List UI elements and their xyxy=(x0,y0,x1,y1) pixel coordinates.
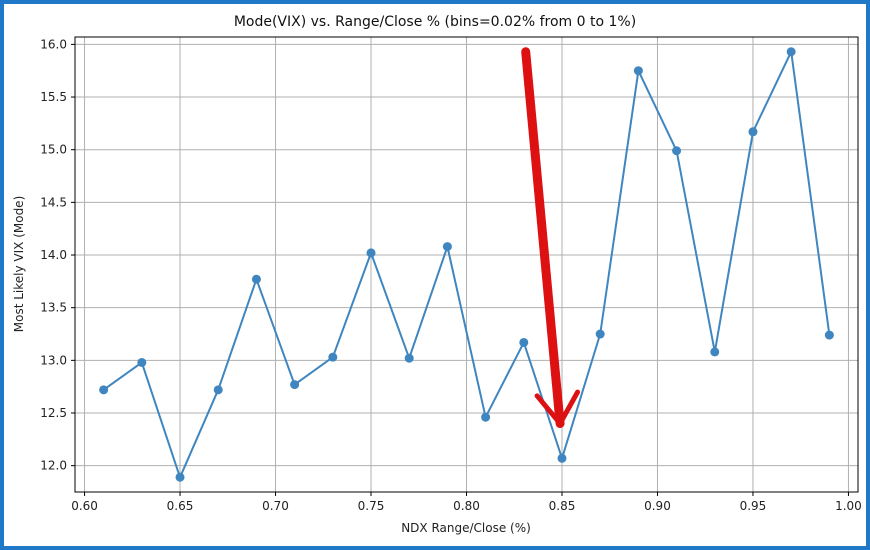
y-axis-title: Most Likely VIX (Mode) xyxy=(12,196,26,332)
grid xyxy=(75,37,858,492)
data-point xyxy=(213,385,223,395)
annotation-arrow-head xyxy=(534,389,581,427)
data-point xyxy=(481,412,491,422)
y-tick-label: 13.0 xyxy=(40,353,67,367)
data-point xyxy=(137,357,147,367)
data-point xyxy=(99,385,109,395)
x-tick-label: 0.90 xyxy=(644,499,671,513)
data-point xyxy=(633,66,643,76)
data-point xyxy=(175,472,185,482)
data-point xyxy=(290,380,300,390)
y-tick-label: 15.0 xyxy=(40,143,67,157)
y-tick-label: 15.5 xyxy=(40,90,67,104)
y-tick-label: 14.5 xyxy=(40,195,67,209)
x-tick-label: 0.85 xyxy=(549,499,576,513)
data-point xyxy=(519,337,529,347)
data-point xyxy=(748,127,758,137)
x-tick-label: 0.70 xyxy=(262,499,289,513)
x-tick-label: 0.65 xyxy=(167,499,194,513)
series-group xyxy=(99,47,834,482)
data-point xyxy=(824,330,834,340)
y-tick-label: 12.0 xyxy=(40,459,67,473)
x-tick-label: 1.00 xyxy=(835,499,862,513)
y-tick-label: 12.5 xyxy=(40,406,67,420)
data-point xyxy=(251,274,261,284)
data-point xyxy=(366,248,376,258)
y-axis: 12.0 12.5 13.0 13.5 14.0 14.5 15.0 15.5 16.0 xyxy=(40,37,75,473)
x-axis: 0.60 0.65 0.70 0.75 0.80 0.85 0.90 0.95 1.00 xyxy=(71,492,862,513)
data-point xyxy=(672,146,682,156)
y-tick-label: 13.5 xyxy=(40,301,67,315)
chart-title: Mode(VIX) vs. Range/Close % (bins=0.02% … xyxy=(234,14,636,30)
x-tick-label: 0.80 xyxy=(453,499,480,513)
data-point xyxy=(442,242,452,252)
annotation-group xyxy=(521,47,581,429)
x-tick-label: 0.75 xyxy=(358,499,385,513)
x-tick-label: 0.95 xyxy=(740,499,767,513)
data-point xyxy=(710,347,720,357)
x-axis-title: NDX Range/Close (%) xyxy=(401,521,531,535)
series-line xyxy=(103,50,831,479)
data-point xyxy=(404,353,414,363)
data-point xyxy=(786,47,796,57)
y-tick-label: 14.0 xyxy=(40,248,67,262)
data-point xyxy=(328,352,338,362)
y-tick-label: 16.0 xyxy=(40,37,67,51)
data-point xyxy=(557,453,567,463)
annotation-arrow-shaft xyxy=(521,47,565,429)
data-point xyxy=(595,329,605,339)
x-tick-label: 0.60 xyxy=(71,499,98,513)
